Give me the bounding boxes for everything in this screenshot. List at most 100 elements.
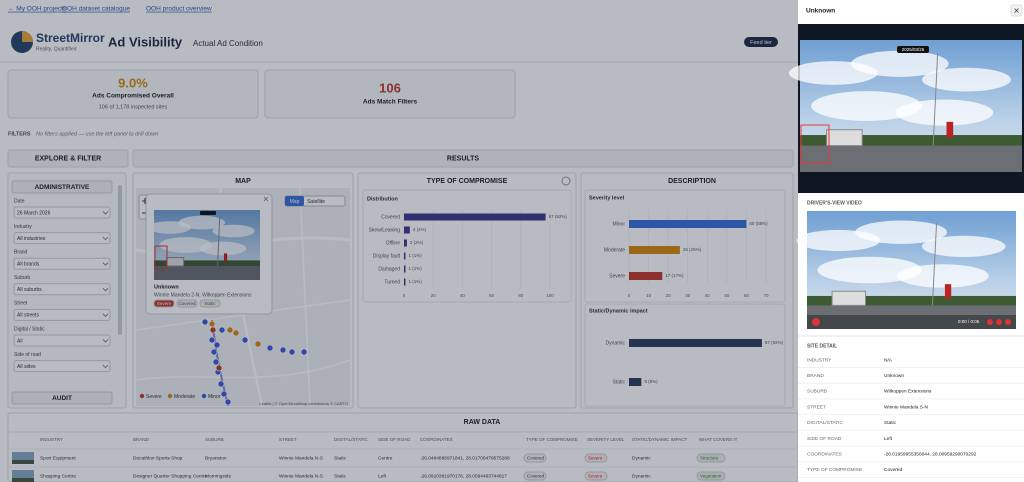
dropdown-value[interactable]: All brands [17,262,40,268]
map-marker[interactable] [217,380,225,388]
dropdown-value[interactable]: All suburbs [17,287,42,293]
dropdown-caret [102,339,109,343]
dropdown[interactable] [13,257,111,270]
dropdown[interactable] [13,283,111,296]
page-subtitle: Actual Ad Condition [193,39,263,48]
table-pill-label: Covered [527,455,545,460]
filters-label: FILTERS [8,131,31,137]
category-label: Damaged [378,266,400,272]
dropdown-caret [102,236,109,241]
map-marker[interactable] [254,340,262,348]
x-tick-label: 80 [518,293,524,298]
dropdown-value[interactable]: All sides [17,364,36,370]
sidebar-group[interactable] [11,180,113,194]
category-label: Severe [609,273,625,279]
field-label: Side of road [14,352,41,358]
map-marker[interactable] [279,346,287,354]
nav-link[interactable]: OOH product overview [146,6,212,13]
section-title: EXPLORE & FILTER [35,155,101,162]
map-marker[interactable] [300,348,308,356]
table-cell: Dynamic [632,455,651,461]
detail-label: BRAND [807,373,824,379]
bar [629,378,642,386]
table-cell: Centre [378,455,393,461]
feed-button[interactable] [744,37,778,47]
map-marker[interactable] [201,318,209,326]
dropdown-value[interactable]: 26 March 2026 [17,210,51,216]
panel-header [7,149,129,168]
table-cell: Designer Quarter Shopping Centre [133,473,207,479]
map-marker[interactable] [212,358,220,366]
cloud [921,235,1006,258]
map-marker[interactable] [208,336,216,344]
map-toggle-option[interactable]: Map [290,199,300,205]
map-marker[interactable] [288,348,296,356]
value-label: 26 (25%) [683,247,702,252]
bar [404,239,407,247]
map-marker[interactable] [224,398,232,406]
map-marker[interactable] [266,344,274,352]
detail-value: Left [884,436,893,442]
chart-title: Distribution [367,196,398,202]
map-toggle-option[interactable]: Satellite [307,199,325,205]
field-label: Street [14,301,28,307]
road [154,266,260,280]
map-marker[interactable] [226,326,234,334]
bar [629,339,762,347]
dropdown-value[interactable]: All streets [17,313,39,319]
table-pill [696,471,726,481]
detail-label: STREET [807,404,826,410]
map-marker[interactable] [213,341,221,349]
dropdown[interactable] [13,232,111,245]
map-toggle-active[interactable] [285,196,304,206]
detail-label: SIDE OF ROAD [807,436,842,442]
table-cell: Winnie Mandela N-S [279,473,323,479]
sidebar-group[interactable] [11,391,113,405]
section-title: RESULTS [447,155,479,162]
play-button[interactable] [812,318,820,326]
kpi-label: Ads Match Filters [363,99,418,106]
video-control[interactable] [1005,319,1011,325]
dropdown[interactable] [13,206,111,219]
dropdown[interactable] [13,308,111,321]
map-marker[interactable] [220,390,228,398]
field-label: Digital / Static [14,326,45,332]
nav-link[interactable]: OOH dataset catalogue [62,6,130,13]
group-title: AUDIT [52,395,72,402]
video-controls [807,315,1016,329]
x-tick-label: 100 [546,293,554,298]
detail-value: Static [884,420,897,426]
row-thumbnail-ground [12,460,34,464]
road [807,305,1016,329]
bar [404,265,406,273]
category-label: Minor [612,221,625,227]
brand-name: StreetMirror [36,31,105,45]
map-marker[interactable] [215,364,223,372]
cloud [811,91,923,121]
dropdown[interactable] [13,334,111,347]
map-marker[interactable] [241,336,249,344]
dropdown[interactable] [13,360,111,373]
video-time[interactable]: 0:00 / 0:05 [958,319,980,324]
panel-icon[interactable] [561,176,571,186]
nav-link[interactable]: ← My OOH projects [8,6,67,13]
map-marker[interactable] [210,348,218,356]
map-marker[interactable] [218,326,226,334]
kpi-card [264,69,516,119]
dropdown-value[interactable]: All [17,338,23,344]
map-marker[interactable] [209,326,217,334]
map-marker[interactable] [232,329,240,337]
detail-value: Winnie Mandela S-N [884,404,929,410]
value-label: 60 (58%) [749,221,768,226]
billboard [944,284,952,299]
x-tick-label: 30 [685,293,691,298]
cloud [199,241,247,256]
dropdown-value[interactable]: All industries [17,236,46,242]
section-label: SITE DETAIL [807,343,837,349]
category-label: Moderate [604,247,625,253]
trees [807,295,1016,308]
modal-overlay[interactable] [0,0,798,482]
video-control[interactable] [987,319,993,325]
video-control[interactable] [996,319,1002,325]
